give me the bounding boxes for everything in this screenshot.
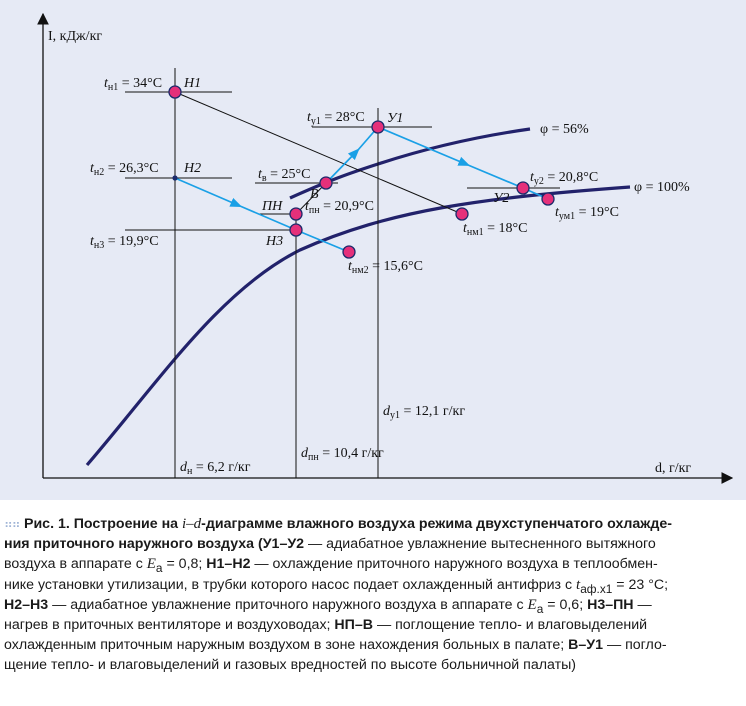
- curve-phi100-label: φ = 100%: [634, 180, 690, 195]
- label-tv: tв = 25°С: [258, 167, 310, 184]
- label-tn3: tн3 = 19,9°С: [90, 234, 159, 251]
- label-tn2: tн2 = 26,3°С: [90, 161, 159, 178]
- process-u1-u2: [377, 126, 471, 166]
- caption-line-5: Н2–Н3 — адиабатное увлажнение приточного…: [4, 596, 652, 616]
- diagram-canvas: I, кДж/кг d, г/кг φ = 56% φ = 100% Н1 Н2…: [37, 12, 734, 484]
- label-h3: Н3: [265, 234, 283, 249]
- process-v-u1: [325, 148, 360, 184]
- point-h1: [168, 85, 182, 99]
- label-h1: Н1: [183, 76, 201, 91]
- point-v: [319, 176, 333, 190]
- label-tym1: tум1 = 19°С: [555, 205, 619, 222]
- label-dy1: dу1 = 12,1 г/кг: [383, 404, 465, 421]
- point-nm1: [455, 207, 469, 221]
- line-pn-v: [295, 182, 327, 215]
- label-tnm1: tнм1 = 18°С: [463, 221, 527, 238]
- point-ym1: [541, 192, 555, 206]
- label-tn1: tн1 = 34°С: [104, 76, 162, 93]
- x-axis-label: d, г/кг: [655, 461, 691, 476]
- line-h1-nm1: [174, 91, 463, 215]
- caption-line-2: ния приточного наружного воздуха (У1–У2 …: [4, 536, 656, 553]
- caption-line-3: воздуха в аппарате с Eа = 0,8; Н1–Н2 — о…: [4, 556, 658, 576]
- process-u1-u2-b: [467, 164, 524, 189]
- label-u2: У2: [493, 191, 509, 206]
- point-nm2: [342, 245, 356, 259]
- caption-line-1: ⠶⠶ Рис. 1. Построение на i–d-диаграмме вл…: [4, 514, 672, 534]
- point-pn: [289, 207, 303, 221]
- point-h3: [289, 223, 303, 237]
- label-u1: У1: [387, 111, 403, 126]
- y-axis-label: I, кДж/кг: [48, 29, 102, 44]
- process-h3-nm2: [295, 229, 350, 253]
- point-u2: [516, 181, 530, 195]
- caption-line-6: нагрев в приточных вентиляторе и воздухо…: [4, 617, 648, 633]
- curve-phi56-label: φ = 56%: [540, 122, 589, 137]
- process-h2-h3-b: [239, 205, 297, 231]
- label-v: В: [310, 187, 319, 202]
- label-dpn: dпн = 10,4 г/кг: [301, 446, 384, 463]
- label-h2: Н2: [183, 161, 201, 176]
- caption-dots-icon: ⠶⠶: [4, 517, 21, 531]
- label-tnm2: tнм2 = 15,6°С: [348, 259, 423, 276]
- label-ty2: tу2 = 20,8°С: [530, 170, 598, 187]
- figure-caption: ⠶⠶ Рис. 1. Построение на i–d-диаграмме вл…: [0, 514, 746, 706]
- label-ty1: tу1 = 28°С: [307, 110, 365, 127]
- label-pn: ПН: [261, 199, 283, 214]
- point-h2: [172, 175, 178, 181]
- label-dn: dн = 6,2 г/кг: [180, 460, 251, 477]
- label-tpn: tпн = 20,9°С: [305, 199, 374, 216]
- curve-phi-100: [85, 185, 631, 467]
- process-h2-h3: [174, 177, 243, 207]
- caption-line-4: нике установки утилизации, в трубки кото…: [4, 576, 669, 596]
- caption-line-7: охлажденным приточным наружным воздухом …: [4, 637, 667, 654]
- point-u1: [371, 120, 385, 134]
- id-diagram: I, кДж/кг d, г/кг φ = 56% φ = 100% Н1 Н2…: [0, 0, 746, 500]
- caption-line-8: щение тепло- и влаговыделений и газовых …: [4, 657, 577, 674]
